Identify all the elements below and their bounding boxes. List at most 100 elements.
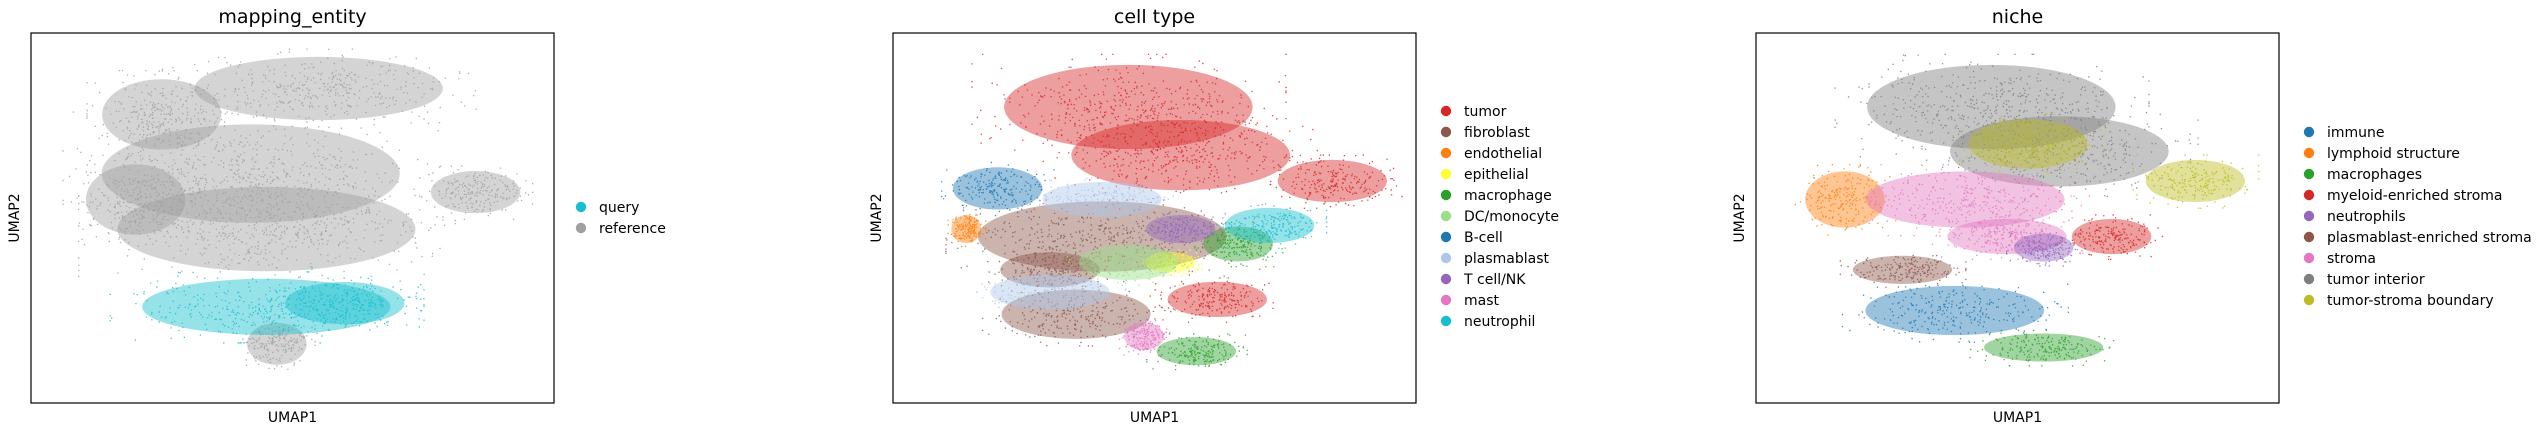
point-cluster-fibroblast (981, 283, 1172, 347)
cluster-fill (102, 79, 222, 150)
legend-label: mast (1464, 293, 1500, 309)
cluster-fill (1867, 64, 2116, 150)
point-cluster-mast (1118, 318, 1171, 356)
cluster-fill (1156, 337, 1237, 366)
point-cluster-query (109, 271, 425, 344)
legend-item-plasmablast: plasmablast (1440, 251, 1550, 267)
cluster-fill (285, 282, 405, 325)
cluster-fill (1224, 207, 1315, 243)
legend-label: epithelial (1464, 167, 1529, 183)
legend-marker (2303, 147, 2315, 159)
y-axis-label: UMAP2 (1732, 193, 1748, 242)
cluster-fill (1167, 281, 1267, 317)
point-cluster-immune (1841, 279, 2069, 343)
cluster-fill (1145, 215, 1216, 244)
point-cluster-plasmablast (1026, 177, 1174, 221)
legend-item-dc-monocyte: DC/monocyte (1440, 209, 1559, 225)
legend-marker (2303, 126, 2315, 138)
cluster-fill (1805, 171, 1885, 228)
legend-item-t-cell-nk: T cell/NK (1440, 272, 1526, 288)
legend-item-immune: immune (2303, 125, 2385, 141)
legend-item-b-cell: B-cell (1440, 230, 1503, 246)
legend-label: DC/monocyte (1464, 209, 1559, 225)
legend-marker (1440, 231, 1452, 243)
legend-item-epithelial: epithelial (1440, 167, 1529, 183)
legend-item-tumor-stroma-boundary: tumor-stroma boundary (2303, 293, 2494, 309)
point-cluster-tumor (1042, 110, 1320, 201)
point-cluster-reference (161, 48, 477, 129)
point-cluster-reference (62, 111, 441, 238)
legend-label: stroma (2327, 251, 2376, 267)
point-cluster-stroma (1843, 164, 2092, 237)
cluster-points (161, 48, 477, 129)
point-cluster-tumor-interior (1834, 53, 2150, 162)
panel-mapping-entity: mapping_entity UMAP1 UMAP2 query reference (7, 6, 666, 426)
cluster-points (1216, 203, 1328, 249)
legend-item-mast: mast (1440, 293, 1500, 309)
point-cluster-macrophages (1968, 329, 2115, 367)
legend-label: immune (2327, 125, 2385, 141)
point-cluster-epithelial (1139, 249, 1203, 277)
scatter-cloud (1794, 53, 2260, 367)
panel-title: cell type (1114, 6, 1195, 28)
point-cluster-query (269, 276, 422, 331)
cluster-fill (977, 201, 1227, 272)
y-axis-label: UMAP2 (869, 193, 885, 242)
legend-item-neutrophils: neutrophils (2303, 209, 2406, 225)
legend: query reference (575, 200, 666, 237)
cluster-points (1194, 221, 1284, 268)
legend-label: tumor interior (2327, 272, 2425, 288)
point-cluster-endothelial (947, 214, 987, 248)
legend-item-macrophage: macrophage (1440, 188, 1552, 204)
point-cluster-dc-monocyte (1065, 240, 1193, 286)
legend-marker (1440, 189, 1452, 201)
point-cluster-lymphoid-structure (1794, 164, 1897, 236)
scatter-cloud (941, 53, 1403, 371)
cluster-points (269, 276, 422, 331)
legend-marker (2303, 189, 2315, 201)
point-cluster-tumor (971, 53, 1287, 162)
point-cluster-fibroblast (945, 192, 1261, 283)
cluster-fill (194, 56, 443, 121)
cluster-points (1952, 112, 2105, 177)
y-axis-label: UMAP2 (7, 193, 23, 242)
x-axis-label: UMAP1 (1130, 410, 1179, 426)
cluster-fill (1078, 244, 1179, 280)
cluster-fill (1865, 285, 2045, 336)
point-cluster-plasmablast (976, 270, 1127, 316)
x-axis-label: UMAP1 (1993, 410, 2042, 426)
legend-marker (575, 201, 587, 213)
legend-marker (1440, 147, 1452, 159)
legend-marker (1440, 210, 1452, 222)
legend-label: macrophages (2327, 167, 2422, 183)
legend-marker (1440, 252, 1452, 264)
cluster-points (86, 70, 239, 161)
legend-item-endothelial: endothelial (1440, 146, 1542, 162)
legend-label: myeloid-enriched stroma (2327, 188, 2503, 204)
legend-item-neutrophil: neutrophil (1440, 314, 1535, 330)
cluster-points (76, 155, 200, 246)
legend-marker (1440, 315, 1452, 327)
point-cluster-reference (76, 155, 200, 246)
cluster-fill (142, 278, 391, 335)
legend-marker (575, 222, 587, 234)
x-axis-label: UMAP1 (268, 410, 317, 426)
legend-marker (2303, 231, 2315, 243)
cluster-points (1136, 211, 1226, 249)
legend-label: neutrophil (1464, 314, 1535, 330)
panel-title: mapping_entity (218, 6, 366, 28)
cluster-points (1839, 254, 1967, 288)
point-cluster-tumor-stroma-boundary (1952, 112, 2105, 177)
cluster-points (976, 270, 1127, 316)
point-cluster-macrophage (1146, 333, 1248, 371)
legend-label: B-cell (1464, 230, 1503, 246)
point-cluster-reference (419, 165, 534, 220)
cluster-fill (1071, 119, 1290, 191)
cluster-fill (1852, 255, 1953, 284)
point-cluster-plasmablast-enriched-stroma (1839, 254, 1967, 288)
point-cluster-reference (86, 70, 239, 161)
panel-title: niche (1992, 6, 2044, 28)
legend-marker (2303, 210, 2315, 222)
panel-cell-type: cell type UMAP1 UMAP2 tumor fibroblast endoth… (869, 6, 1559, 426)
